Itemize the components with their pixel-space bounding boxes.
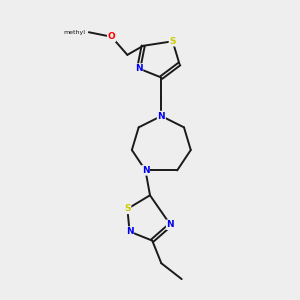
Text: methyl: methyl (63, 30, 86, 35)
Text: N: N (142, 166, 149, 175)
Text: N: N (158, 112, 165, 121)
Text: S: S (169, 37, 176, 46)
Text: N: N (167, 220, 174, 229)
Text: N: N (126, 227, 134, 236)
Text: S: S (124, 204, 130, 213)
Text: N: N (135, 64, 142, 73)
Text: O: O (108, 32, 116, 41)
